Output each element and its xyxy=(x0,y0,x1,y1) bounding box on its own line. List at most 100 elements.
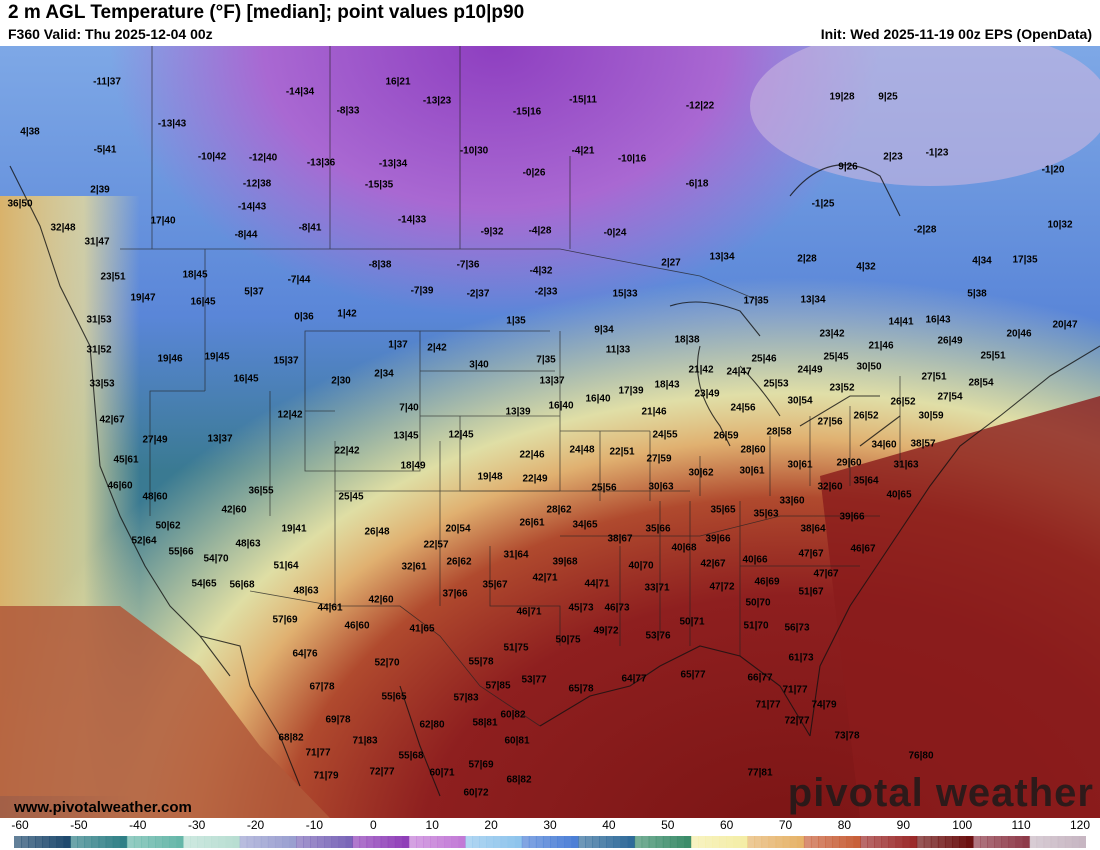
point-value-label: 54|65 xyxy=(191,578,217,590)
point-value-label: 55|78 xyxy=(468,656,494,668)
point-value-label: 16|40 xyxy=(548,400,574,412)
point-value-label: -8|38 xyxy=(368,259,392,271)
colorbar-segment xyxy=(218,836,227,848)
point-value-label: 15|37 xyxy=(273,355,299,367)
point-value-label: -7|36 xyxy=(456,259,480,271)
point-value-label: 53|77 xyxy=(521,674,547,686)
point-value-label: 19|46 xyxy=(157,353,183,365)
point-value-label: 42|67 xyxy=(700,558,726,570)
colorbar-segment xyxy=(550,836,558,848)
colorbar-segment xyxy=(959,836,967,848)
colorbar-segment xyxy=(232,836,241,848)
point-value-label: 47|67 xyxy=(813,568,839,580)
point-value-label: 20|46 xyxy=(1006,328,1032,340)
point-value-label: -13|43 xyxy=(157,118,187,130)
point-value-label: 17|35 xyxy=(743,295,769,307)
point-value-label: 46|73 xyxy=(604,602,630,614)
point-value-label: -10|42 xyxy=(197,151,227,163)
colorbar-segment xyxy=(768,836,777,848)
colorbar-segment xyxy=(14,836,22,848)
point-value-label: 2|23 xyxy=(883,151,903,163)
point-value-label: 50|62 xyxy=(155,520,181,532)
point-value-label: 24|56 xyxy=(730,402,756,414)
colorbar-segment xyxy=(719,836,727,848)
colorbar-segment xyxy=(634,836,643,848)
point-value-label: 40|70 xyxy=(628,560,654,572)
colorbar-segment xyxy=(691,836,699,848)
colorbar-segment xyxy=(331,836,339,848)
colorbar-segment xyxy=(324,836,332,848)
point-value-label: 3|40 xyxy=(469,359,489,371)
point-value-label: -15|35 xyxy=(364,179,394,191)
colorbar-tick-label: 100 xyxy=(952,818,973,832)
point-value-label: 67|78 xyxy=(309,681,335,693)
point-value-label: 60|72 xyxy=(463,787,489,799)
colorbar-segment xyxy=(853,836,861,848)
colorbar-segment xyxy=(585,836,593,848)
point-value-label: 13|34 xyxy=(709,251,735,263)
colorbar-segment xyxy=(952,836,960,848)
point-value-label: -13|34 xyxy=(378,158,408,170)
point-value-label: 2|34 xyxy=(374,368,394,380)
colorbar-segment xyxy=(881,836,890,848)
colorbar-segment xyxy=(980,836,988,848)
colorbar-segment xyxy=(803,836,812,848)
point-value-label: 9|34 xyxy=(594,324,614,336)
point-value-label: 5|38 xyxy=(967,288,987,300)
colorbar-segment xyxy=(754,836,763,848)
point-value-label: 60|71 xyxy=(429,767,455,779)
colorbar-segment xyxy=(916,836,925,848)
website-text[interactable]: www.pivotalweather.com xyxy=(14,799,192,816)
colorbar-segment xyxy=(98,836,107,848)
point-value-label: -10|16 xyxy=(617,153,647,165)
point-value-label: -6|18 xyxy=(685,178,709,190)
point-value-label: 48|60 xyxy=(142,491,168,503)
point-value-label: 30|59 xyxy=(918,410,944,422)
point-value-label: 29|60 xyxy=(836,457,862,469)
point-value-label: 10|32 xyxy=(1047,219,1073,231)
point-value-label: -2|37 xyxy=(466,288,490,300)
point-value-label: 27|59 xyxy=(646,453,672,465)
point-value-label: 32|48 xyxy=(50,222,76,234)
point-value-label: -12|22 xyxy=(685,100,715,112)
colorbar-segment xyxy=(810,836,819,848)
colorbar-segment xyxy=(133,836,142,848)
point-value-label: -7|39 xyxy=(410,285,434,297)
point-value-label: 46|71 xyxy=(516,606,542,618)
colorbar-segment xyxy=(867,836,875,848)
pivotal-weather-logo: pivotal weather xyxy=(787,771,1094,815)
colorbar-segment xyxy=(888,836,897,848)
point-value-label: 51|64 xyxy=(273,560,299,572)
point-value-label: 2|39 xyxy=(90,184,110,196)
point-value-label: 26|62 xyxy=(446,556,472,568)
point-value-label: 35|65 xyxy=(710,504,736,516)
point-value-label: 19|47 xyxy=(130,292,156,304)
point-value-label: 26|48 xyxy=(364,526,390,538)
point-value-label: 2|28 xyxy=(797,253,817,265)
colorbar-segment xyxy=(839,836,847,848)
point-value-label: -2|33 xyxy=(534,286,558,298)
colorbar-segment xyxy=(253,836,262,848)
colorbar-segment xyxy=(571,836,579,848)
colorbar-segment xyxy=(211,836,220,848)
colorbar-segment xyxy=(902,836,911,848)
colorbar-segment xyxy=(825,836,833,848)
colorbar-segment xyxy=(599,836,607,848)
point-value-label: 35|67 xyxy=(482,579,508,591)
point-value-label: 49|72 xyxy=(593,625,619,637)
point-value-label: 4|34 xyxy=(972,255,992,267)
point-value-label: -9|32 xyxy=(480,226,504,238)
colorbar-segment xyxy=(987,836,995,848)
colorbar-tick-label: 60 xyxy=(719,818,734,832)
colorbar-segment xyxy=(70,836,78,848)
point-value-label: 45|73 xyxy=(568,602,594,614)
colorbar-segment xyxy=(126,836,135,848)
valid-time: F360 Valid: Thu 2025-12-04 00z xyxy=(8,26,213,42)
colorbar-tick-label: -50 xyxy=(70,818,88,832)
point-value-label: 22|51 xyxy=(609,446,635,458)
temperature-map: -11|37 4|38 -13|43 -5|41 -10|42 -12|40 -14|34 -… xyxy=(0,46,1100,818)
colorbar-segment xyxy=(923,836,932,848)
point-value-label: -2|28 xyxy=(913,224,937,236)
colorbar-tick-label: 10 xyxy=(425,818,439,832)
point-value-label: 18|49 xyxy=(400,460,426,472)
